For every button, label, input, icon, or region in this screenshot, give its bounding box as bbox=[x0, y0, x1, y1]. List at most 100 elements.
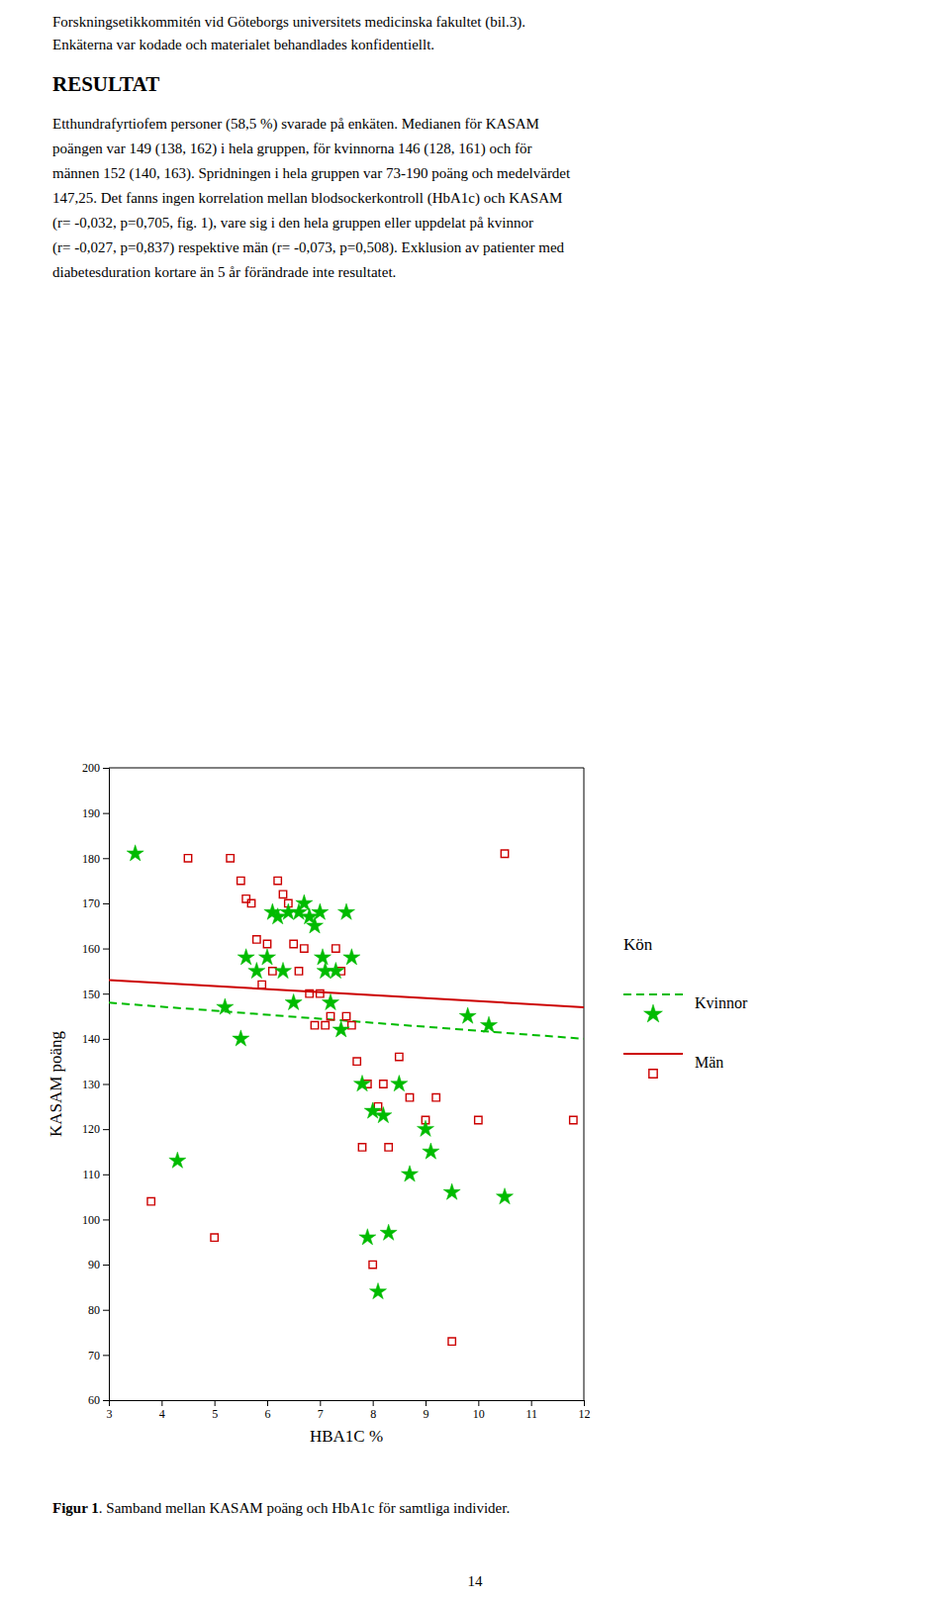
tick-mark bbox=[102, 1219, 109, 1221]
tick-mark bbox=[425, 1400, 427, 1407]
tick-label: 6 bbox=[265, 1407, 272, 1422]
tick: 10 bbox=[473, 1400, 485, 1422]
page-text: Enkäterna var kodade och materialet beha… bbox=[52, 36, 435, 53]
axis-line bbox=[102, 768, 110, 1402]
point bbox=[358, 1143, 366, 1151]
point bbox=[285, 993, 302, 1010]
tick-label: 4 bbox=[159, 1407, 166, 1422]
point bbox=[295, 894, 313, 911]
point bbox=[337, 903, 355, 920]
tick-label: 120 bbox=[82, 1122, 100, 1137]
tick: 9 bbox=[423, 1400, 430, 1422]
tick: 8 bbox=[370, 1400, 377, 1422]
tick-mark bbox=[477, 1400, 479, 1407]
tick-label: 150 bbox=[82, 987, 100, 1002]
point bbox=[242, 895, 250, 903]
body-line: diabetesduration kortare än 5 år förändr… bbox=[52, 264, 396, 281]
caption-label: Figur 1 bbox=[52, 1500, 99, 1517]
point bbox=[422, 1142, 440, 1159]
tick-mark bbox=[102, 1310, 109, 1312]
legend-title: Kön bbox=[623, 935, 654, 954]
point bbox=[126, 845, 144, 861]
legend: KönKvinnorMän bbox=[623, 935, 749, 1078]
point bbox=[500, 850, 508, 857]
trend-line bbox=[108, 980, 584, 1008]
point bbox=[380, 1080, 387, 1088]
tick: 100 bbox=[82, 1213, 109, 1228]
point bbox=[432, 1093, 440, 1101]
tick-mark bbox=[102, 903, 109, 905]
point bbox=[258, 949, 276, 965]
tick-mark bbox=[102, 1129, 109, 1131]
point bbox=[253, 936, 261, 944]
point bbox=[353, 1075, 371, 1092]
point bbox=[274, 876, 282, 884]
tick-mark bbox=[102, 767, 109, 769]
tick-mark bbox=[102, 813, 109, 815]
tick: 190 bbox=[82, 806, 109, 821]
tick-label: 130 bbox=[82, 1077, 100, 1092]
body-line: männen 152 (140, 163). Spridningen i hel… bbox=[52, 165, 571, 183]
tick-label: 5 bbox=[211, 1407, 218, 1422]
point bbox=[232, 1030, 250, 1046]
point bbox=[448, 1337, 456, 1345]
caption-text: . Samband mellan KASAM poäng och HbA1c f… bbox=[98, 1500, 510, 1517]
plot-frame bbox=[583, 767, 585, 1401]
point bbox=[495, 1188, 513, 1205]
point bbox=[384, 1143, 392, 1151]
tick-mark bbox=[102, 1084, 109, 1086]
tick-mark bbox=[102, 949, 109, 950]
tick-mark bbox=[102, 857, 109, 859]
tick-mark bbox=[102, 1400, 109, 1402]
point bbox=[169, 1151, 187, 1168]
point bbox=[326, 1012, 334, 1020]
chart: 3456789101112607080901001101201301401501… bbox=[46, 760, 591, 1446]
legend-swatch bbox=[649, 1069, 658, 1078]
tick-label: 8 bbox=[370, 1407, 377, 1422]
tick: 150 bbox=[82, 987, 109, 1002]
legend-swatch bbox=[644, 1004, 664, 1023]
point bbox=[310, 1021, 318, 1029]
point bbox=[316, 990, 324, 998]
point bbox=[359, 1229, 377, 1245]
point bbox=[237, 949, 255, 965]
tick-mark bbox=[161, 1400, 163, 1407]
series-points bbox=[147, 850, 577, 1345]
point bbox=[570, 1116, 577, 1124]
body-line: (r= -0,032, p=0,705, fig. 1), vare sig i… bbox=[52, 214, 534, 232]
point bbox=[375, 1106, 392, 1123]
tick-mark bbox=[102, 1354, 109, 1356]
point bbox=[459, 1007, 476, 1024]
point bbox=[395, 1052, 403, 1060]
point bbox=[210, 1234, 218, 1241]
tick-mark bbox=[373, 1400, 375, 1407]
tick: 7 bbox=[317, 1400, 324, 1422]
tick-label: 140 bbox=[82, 1032, 100, 1046]
point bbox=[226, 855, 234, 862]
tick: 200 bbox=[82, 760, 109, 775]
page-number: 14 bbox=[468, 1573, 484, 1590]
y-axis: 6070809010011012013014015016017018019020… bbox=[82, 760, 110, 1408]
point bbox=[263, 940, 271, 948]
tick-label: 60 bbox=[88, 1393, 100, 1408]
y-axis-title: KASAM poäng bbox=[46, 1030, 66, 1138]
point bbox=[184, 855, 191, 862]
tick-label: 100 bbox=[82, 1213, 100, 1228]
tick-label: 80 bbox=[88, 1303, 100, 1318]
point bbox=[400, 1165, 418, 1182]
point bbox=[305, 990, 313, 998]
tick-label: 7 bbox=[317, 1407, 324, 1422]
tick-label: 3 bbox=[106, 1407, 113, 1422]
tick: 70 bbox=[88, 1348, 109, 1363]
point bbox=[311, 903, 329, 920]
tick: 180 bbox=[82, 852, 109, 866]
point bbox=[443, 1183, 461, 1200]
point bbox=[475, 1116, 482, 1124]
point bbox=[390, 1075, 408, 1092]
tick-label: 12 bbox=[578, 1407, 591, 1422]
point bbox=[300, 945, 308, 952]
point bbox=[216, 998, 234, 1015]
tick-mark bbox=[583, 1400, 585, 1407]
point bbox=[274, 961, 291, 978]
point bbox=[332, 1021, 350, 1038]
